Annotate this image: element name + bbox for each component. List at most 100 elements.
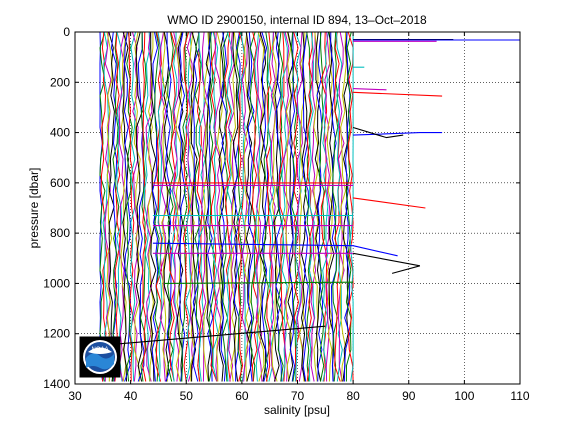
- x-axis-title: salinity [psu]: [264, 403, 330, 417]
- y-tick-label: 1200: [43, 327, 70, 341]
- profile-line: [265, 31, 273, 382]
- x-tick-label: 70: [291, 389, 305, 403]
- profile-line: [275, 31, 282, 382]
- series-line: [163, 281, 354, 284]
- profile-line: [106, 31, 113, 382]
- profile-line: [208, 31, 216, 382]
- series-line: [353, 91, 443, 97]
- series-line: [353, 88, 387, 91]
- x-tick-label: 50: [180, 389, 194, 403]
- profile-line: [220, 31, 228, 382]
- x-tick-label: 80: [346, 389, 360, 403]
- series-line: [119, 325, 326, 345]
- profile-line: [235, 31, 243, 382]
- profile-line: [349, 32, 354, 382]
- profile-line: [218, 31, 225, 382]
- profile-line: [237, 31, 245, 382]
- y-tick-label: 0: [63, 25, 70, 39]
- profile-line: [110, 31, 118, 382]
- profile-line: [100, 31, 108, 382]
- x-tick-label: 40: [124, 389, 138, 403]
- profile-line: [112, 31, 120, 382]
- profile-line: [149, 32, 157, 382]
- profile-line: [137, 31, 145, 382]
- y-tick-label: 800: [50, 226, 70, 240]
- profile-line: [216, 31, 223, 382]
- y-axis-title: pressure [dbar]: [27, 168, 41, 249]
- profile-line: [226, 31, 233, 382]
- profile-line: [133, 31, 141, 382]
- profile-line: [320, 31, 328, 382]
- series-lines: [119, 38, 520, 345]
- profile-line: [186, 31, 194, 382]
- profile-line: [316, 31, 324, 382]
- profile-line: [122, 31, 129, 382]
- profile-line: [135, 31, 143, 382]
- profile-line: [251, 31, 259, 382]
- profile-line: [318, 31, 325, 382]
- profile-line: [210, 31, 218, 382]
- profile-line: [271, 31, 278, 382]
- profile-line: [300, 31, 308, 382]
- y-tick-label: 400: [50, 126, 70, 140]
- profile-line: [283, 31, 290, 382]
- profile-line: [169, 31, 177, 382]
- profile-line: [171, 31, 178, 382]
- noaa-logo-gull: [88, 347, 112, 354]
- profile-line: [276, 31, 284, 382]
- profile-line: [296, 31, 304, 382]
- profile-line: [181, 31, 188, 382]
- profile-line: [176, 31, 184, 382]
- profile-line: [227, 31, 235, 382]
- profile-line: [261, 31, 269, 382]
- profile-line: [347, 31, 354, 382]
- y-tick-label: 600: [50, 176, 70, 190]
- profile-line: [151, 31, 159, 382]
- profile-line: [175, 31, 182, 382]
- profile-line: [212, 31, 219, 382]
- profile-line: [267, 31, 275, 382]
- series-line: [352, 126, 404, 139]
- series-line: [353, 197, 426, 209]
- y-tick-label: 1400: [43, 377, 70, 391]
- profile-line: [192, 31, 200, 382]
- x-tick-label: 60: [235, 389, 249, 403]
- x-tick-label: 110: [510, 389, 529, 403]
- profile-line: [289, 31, 296, 382]
- series-line: [152, 242, 398, 257]
- profile-line: [259, 31, 267, 382]
- profile-line: [179, 31, 186, 382]
- profile-line: [173, 31, 180, 382]
- profile-line: [240, 31, 247, 382]
- profile-line: [190, 31, 198, 382]
- profile-line: [224, 31, 232, 382]
- profile-line: [241, 31, 249, 382]
- profile-line: [99, 31, 106, 382]
- profile-line: [167, 31, 174, 382]
- axis-ticks: 30 40 50 60 70 80 90 100 110 0 200 400 600 800 1000 120…: [43, 25, 530, 403]
- profile-line: [339, 31, 347, 382]
- x-tick-label: 90: [402, 389, 416, 403]
- profile-line: [114, 31, 121, 382]
- profile-line: [201, 31, 208, 382]
- x-tick-label: 100: [454, 389, 474, 403]
- profile-line: [232, 31, 239, 382]
- profile-line: [139, 32, 147, 382]
- profile-line: [324, 31, 331, 382]
- profile-line: [269, 31, 277, 382]
- series-line: [353, 132, 443, 136]
- profile-line: [118, 31, 125, 382]
- profile-band: [99, 31, 354, 382]
- profile-line: [222, 31, 229, 382]
- profile-line: [159, 31, 167, 382]
- profile-line: [328, 31, 335, 382]
- profile-line: [165, 32, 173, 382]
- profile-line: [202, 31, 210, 382]
- profile-line: [247, 31, 255, 382]
- profile-line: [336, 31, 343, 382]
- x-tick-label: 30: [68, 389, 82, 403]
- profile-line: [281, 31, 288, 382]
- profile-line: [157, 31, 165, 382]
- chart-title: WMO ID 2900150, internal ID 894, 13–Oct–…: [167, 13, 427, 27]
